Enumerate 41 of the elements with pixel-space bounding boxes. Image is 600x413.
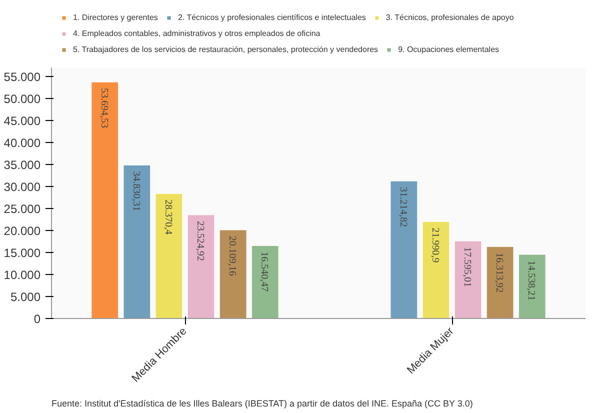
y-tick-label: 40.000 xyxy=(4,136,41,150)
legend-label: 5. Trabajadores de los servicios de restauración, personales, protección y vendedores xyxy=(73,45,378,54)
bar xyxy=(251,245,279,318)
bar xyxy=(454,240,482,318)
y-tick-label: 35.000 xyxy=(4,158,41,172)
bar xyxy=(219,230,247,318)
y-tick-label: 10.000 xyxy=(4,268,41,282)
y-tick-label: 25.000 xyxy=(4,202,41,216)
bar xyxy=(486,246,514,318)
legend-label: 3. Técnicos, profesionales de apoyo xyxy=(386,13,514,22)
bar xyxy=(155,193,183,318)
data-label: 28.370,4 xyxy=(162,200,174,235)
data-label: 21.990,9 xyxy=(429,228,440,263)
source-note: Fuente: Institut d'Estadística de les Illes Balears (IBESTAT) a partir de datos del INE. España (CC BY 3.0) xyxy=(52,398,473,408)
y-tick-label: 55.000 xyxy=(4,70,41,84)
data-label: 17.595,01 xyxy=(462,247,473,288)
data-label: 20.109,16 xyxy=(226,236,238,276)
data-label: 31.214,82 xyxy=(397,187,408,228)
y-tick-label: 45.000 xyxy=(4,114,41,128)
y-tick-label: 20.000 xyxy=(4,224,41,238)
legend-label: 9. Ocupaciones elementales xyxy=(398,45,500,54)
y-tick-label: 0 xyxy=(34,312,41,326)
data-label: 23.524,92 xyxy=(194,220,206,261)
data-label: 53.694,53 xyxy=(98,88,110,128)
legend-label: 4. Empleados contables, administrativos y otros empleados de oficina xyxy=(73,29,320,38)
data-label: 14.538,21 xyxy=(526,260,537,300)
legend-label: 2. Técnicos y profesionales científicos e intelectuales xyxy=(178,13,366,22)
legend-label: 1. Directores y gerentes xyxy=(73,13,158,22)
bar xyxy=(123,164,151,318)
bar xyxy=(187,214,215,318)
bar xyxy=(91,82,119,318)
bar xyxy=(422,221,450,318)
data-label: 16.313,92 xyxy=(494,252,505,293)
y-tick-label: 15.000 xyxy=(4,246,41,260)
y-tick-label: 30.000 xyxy=(4,180,41,194)
bar xyxy=(390,180,418,318)
data-label: 34.830,31 xyxy=(130,171,142,212)
y-tick-label: 5.000 xyxy=(10,290,41,304)
y-tick-label: 50.000 xyxy=(4,92,41,106)
data-label: 16.540,47 xyxy=(258,252,270,292)
bar xyxy=(518,254,546,318)
